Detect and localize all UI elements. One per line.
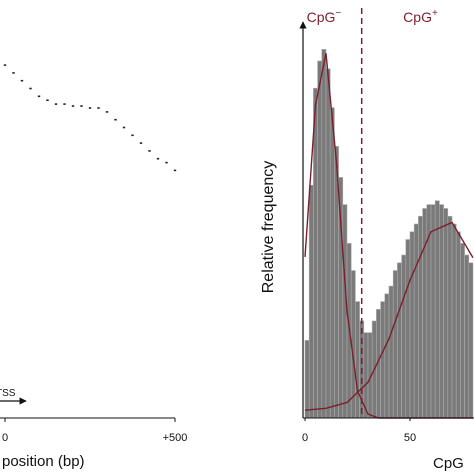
point [88, 107, 92, 109]
point [29, 87, 32, 90]
annotation-sup: + [432, 8, 438, 19]
x-tick-label: 0 [2, 432, 8, 444]
point [114, 118, 117, 121]
point [148, 150, 151, 152]
fit-curve [304, 221, 474, 411]
bar [418, 215, 423, 419]
point [63, 103, 66, 105]
annotation: CpG+ [403, 8, 438, 25]
point [12, 72, 15, 74]
tss-label: TSS [0, 388, 16, 399]
point [71, 105, 75, 107]
bar [384, 293, 390, 419]
point [37, 95, 41, 98]
bar [401, 254, 407, 419]
bar [405, 239, 411, 419]
bar [397, 262, 402, 419]
bar [468, 262, 474, 419]
bar [464, 254, 470, 419]
annotation-text: CpG [307, 9, 336, 25]
bar [434, 200, 440, 419]
bar [325, 68, 331, 419]
bar [380, 301, 386, 419]
x-axis-label: CpG [433, 455, 464, 472]
point [139, 142, 143, 144]
bar [321, 49, 327, 419]
bar [451, 223, 457, 419]
bar [447, 215, 453, 419]
bar [422, 208, 428, 419]
point [46, 99, 49, 101]
bar [413, 223, 419, 419]
point [165, 161, 168, 164]
bar [439, 204, 444, 419]
bar [460, 243, 465, 419]
annotation: CpG− [307, 8, 342, 25]
bar [409, 231, 415, 419]
x-tick-label: 50 [404, 432, 416, 444]
point [20, 79, 24, 82]
point [105, 111, 109, 113]
bar [313, 87, 318, 419]
bar [329, 107, 335, 419]
point [131, 134, 134, 137]
point [122, 126, 126, 129]
x-tick-label: 0 [302, 432, 308, 444]
point [97, 107, 100, 109]
bar [443, 208, 449, 419]
bar [455, 231, 461, 419]
bar [317, 60, 323, 419]
x-axis-label: position (bp) [2, 453, 85, 470]
bar [388, 285, 394, 419]
bar [355, 301, 360, 419]
point [54, 103, 58, 105]
point [80, 105, 83, 107]
x-tick-label: +500 [163, 432, 188, 444]
annotation-sup: − [335, 8, 341, 19]
point [3, 64, 7, 66]
point [173, 169, 177, 172]
bar [430, 204, 436, 419]
y-axis-label: Relative frequency [260, 161, 277, 294]
bar [392, 270, 398, 419]
point [156, 157, 160, 160]
annotation-text: CpG [403, 9, 432, 25]
bar [304, 340, 310, 419]
bar [308, 184, 314, 419]
